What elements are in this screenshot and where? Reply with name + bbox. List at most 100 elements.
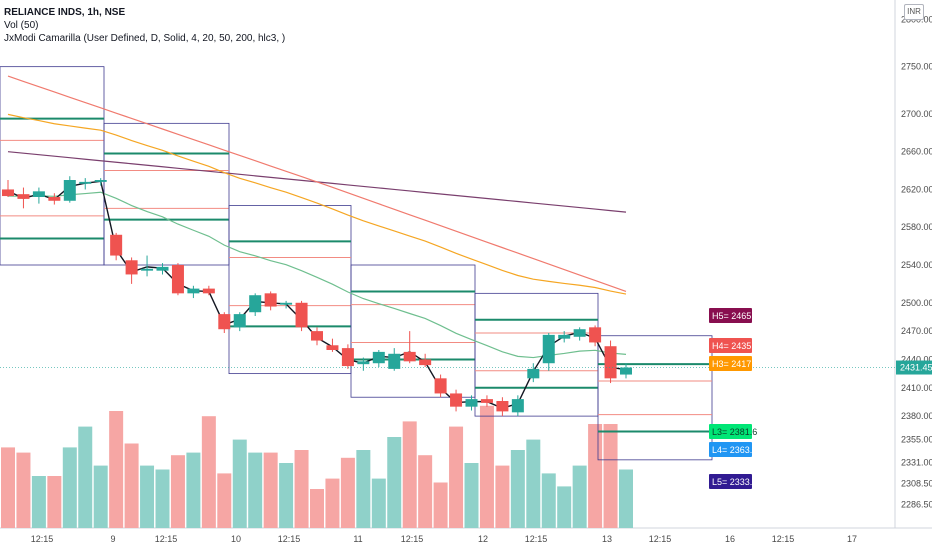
candle-body [419,359,432,366]
camarilla-level-tag: H3= 2417.2 [712,359,759,369]
camarilla-level-tag: H5= 2465.1 [712,311,759,321]
camarilla-level-tag-bg [709,442,752,457]
volume-bar [572,465,587,528]
candle-body [341,348,354,367]
price-axis-tick-label: 2500.00 [901,298,932,308]
candle-body [94,180,107,182]
candle-body [32,191,45,197]
price-axis-tick-label: 2308.50 [901,479,932,489]
candle-body [79,181,92,184]
price-axis-tick-label: 2540.00 [901,260,932,270]
volume-bar [310,489,324,528]
ema-50-line [7,113,627,295]
candle-body [156,266,169,271]
volume-bar [62,447,77,528]
candle-body [465,399,478,407]
time-axis-tick-label: 13 [602,534,612,544]
volume-bar [16,452,31,528]
volume-bar [263,452,278,528]
volume-bar [232,439,247,528]
volume-bar [248,452,263,528]
volume-bar [1,447,15,528]
volume-bar [464,463,479,528]
candle-body [202,288,215,294]
candle-body [527,368,540,379]
volume-bar [387,437,402,528]
camarilla-level-tag-bg [709,338,752,353]
volume-bar [526,439,541,528]
time-axis-tick-label: 12 [478,534,488,544]
candle-body [48,197,61,201]
price-axis-tick-label: 2660.00 [901,147,932,157]
last-price-tag-bg [896,360,932,375]
time-axis-tick-label: 16 [725,534,735,544]
volume-bar [186,452,201,528]
price-axis-tick-label: 2620.00 [901,184,932,194]
candle-body [450,393,463,407]
time-axis-tick-label: 12:15 [155,534,178,544]
volume-bar [495,465,510,528]
symbol-title[interactable]: RELIANCE INDS, 1h, NSE [4,7,126,18]
candle-body [620,367,632,375]
volume-bar [31,476,46,528]
candle-body [280,302,293,305]
candle-body [480,399,493,403]
price-axis-tick-label: 2470.00 [901,326,932,336]
volume-bar [449,426,464,528]
volume-bar [588,424,603,528]
volume-bar [371,478,386,528]
volume-bar [294,450,309,528]
ema-20-line [7,191,627,359]
ema-100-line [7,75,627,293]
price-axis-tick-label: 2410.00 [901,383,932,393]
candle-body [295,302,308,328]
price-axis-tick-label: 2380.00 [901,411,932,421]
candle-body [141,268,154,271]
volume-bar [603,424,618,528]
volume-bar [433,482,448,528]
time-axis-tick-label: 12:15 [401,534,424,544]
volume-bar [93,465,108,528]
candle-body [311,331,323,341]
candle-body [2,189,14,197]
volume-bar [279,463,294,528]
volume-bar [557,486,572,528]
volume-bar [170,455,185,528]
volume-bar [418,455,433,528]
time-axis-tick-label: 12:15 [278,534,301,544]
volume-bar [541,473,556,528]
candle-body [403,351,416,362]
price-axis-tick-label: 2331.00 [901,457,932,467]
volume-indicator-label[interactable]: Vol (50) [4,20,39,31]
candle-body [496,401,509,412]
camarilla-level-tag-bg [709,308,752,323]
candle-body [125,260,138,275]
camarilla-indicator-label[interactable]: JxModi Camarilla (User Defined, D, Solid… [4,33,286,44]
candle-body [372,351,385,364]
candle-body [357,361,370,365]
camarilla-level-tag-bg [709,474,752,489]
camarilla-range-box [103,122,230,266]
volume-bar [124,443,139,528]
currency-badge[interactable]: INR [904,4,924,20]
volume-bar [201,416,216,528]
time-axis-tick-label: 10 [231,534,241,544]
volume-bar [140,465,155,528]
camarilla-level-tag: L3= 2381.6 [712,427,757,437]
camarilla-range-box [597,335,713,461]
candle-body [434,378,447,394]
candle-body [218,314,231,330]
candle-body [573,329,586,337]
candle-body [110,234,123,256]
candle-body [511,399,524,413]
volume-bar [109,411,124,528]
candle-body [249,295,262,313]
candle-body [171,265,184,294]
candle-body [264,293,277,307]
candle-body [326,345,339,350]
volume-bar [155,469,170,528]
time-axis-tick-label: 17 [847,534,857,544]
volume-bar [356,450,371,528]
